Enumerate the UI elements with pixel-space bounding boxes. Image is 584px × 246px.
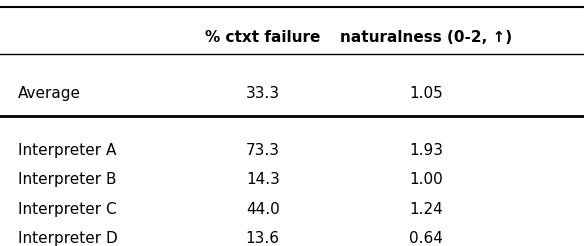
- Text: 73.3: 73.3: [246, 143, 280, 158]
- Text: Interpreter A: Interpreter A: [18, 143, 116, 158]
- Text: 1.05: 1.05: [409, 86, 443, 101]
- Text: 1.00: 1.00: [409, 172, 443, 187]
- Text: Interpreter D: Interpreter D: [18, 231, 117, 246]
- Text: 1.93: 1.93: [409, 143, 443, 158]
- Text: 13.6: 13.6: [246, 231, 280, 246]
- Text: 1.24: 1.24: [409, 202, 443, 217]
- Text: 44.0: 44.0: [246, 202, 280, 217]
- Text: Interpreter B: Interpreter B: [18, 172, 116, 187]
- Text: 0.64: 0.64: [409, 231, 443, 246]
- Text: naturalness (0-2, ↑): naturalness (0-2, ↑): [340, 30, 512, 45]
- Text: Interpreter C: Interpreter C: [18, 202, 116, 217]
- Text: % ctxt failure: % ctxt failure: [205, 30, 321, 45]
- Text: 33.3: 33.3: [246, 86, 280, 101]
- Text: Average: Average: [18, 86, 81, 101]
- Text: 14.3: 14.3: [246, 172, 280, 187]
